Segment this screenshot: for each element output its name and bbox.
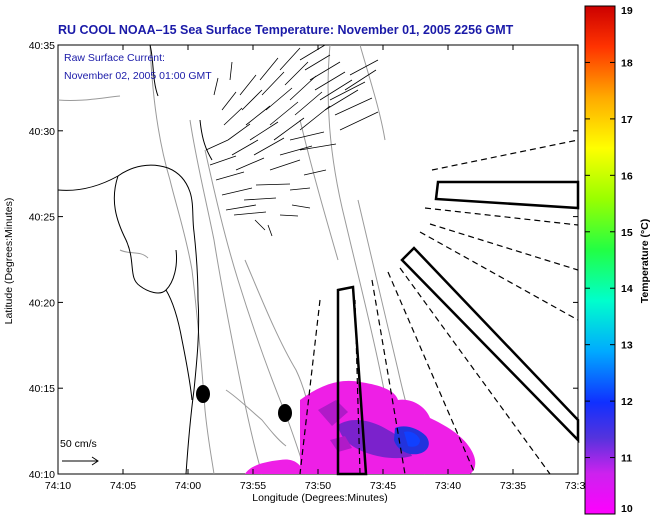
y-tick-label: 40:30 [29, 126, 55, 138]
colorbar-tick-label: 19 [621, 5, 633, 17]
sampling-boxes [336, 180, 580, 476]
surface-current-vectors [205, 44, 379, 237]
colorbar-tick-label: 16 [621, 170, 633, 182]
x-tick-label: 73:55 [240, 480, 266, 492]
colorbar [584, 5, 616, 515]
station-marker [278, 404, 292, 422]
x-tick-label: 74:10 [45, 480, 71, 492]
x-tick-label: 73:50 [305, 480, 331, 492]
x-tick-label: 74:05 [110, 480, 136, 492]
sst-patch [245, 380, 476, 474]
colorbar-label: Temperature (°C) [639, 218, 651, 304]
x-axis-label: Longitude (Degrees:Minutes) [252, 492, 388, 504]
map-title: RU COOL NOAA–15 Sea Surface Temperature:… [58, 23, 514, 37]
x-tick-label: 73:35 [500, 480, 526, 492]
colorbar-tick-label: 11 [621, 453, 632, 465]
x-tick-label: 74:00 [175, 480, 201, 492]
y-tick-label: 40:20 [29, 297, 55, 309]
colorbar-tick-label: 18 [621, 57, 633, 69]
colorbar-tick-label: 12 [621, 396, 633, 408]
scale-arrow [62, 456, 99, 466]
scale-label: 50 cm/s [60, 438, 97, 450]
y-tick-label: 40:25 [29, 212, 55, 224]
x-tick-label: 73:40 [435, 480, 461, 492]
colorbar-tick-label: 17 [621, 114, 633, 126]
station-marker [196, 385, 210, 403]
current-label-1: Raw Surface Current: [64, 52, 165, 64]
y-axis-label: Latitude (Degrees:Minutes) [3, 197, 15, 325]
x-tick-label: 73:45 [370, 480, 396, 492]
radial-dashed-lines [299, 139, 579, 475]
colorbar-ticks: 19 18 17 16 15 14 13 12 11 10 [585, 5, 633, 515]
y-axis-ticks: 40:35 40:30 40:25 40:20 40:15 40:10 [29, 40, 578, 481]
y-tick-label: 40:15 [29, 383, 55, 395]
colorbar-tick-label: 13 [621, 340, 633, 352]
current-label-2: November 02, 2005 01:00 GMT [64, 70, 212, 82]
y-tick-label: 40:35 [29, 40, 55, 52]
coastline [57, 44, 213, 475]
colorbar-tick-label: 14 [621, 283, 633, 295]
colorbar-tick-label: 15 [621, 227, 633, 239]
y-tick-label: 40:10 [29, 469, 55, 481]
colorbar-tick-label: 10 [621, 503, 633, 515]
